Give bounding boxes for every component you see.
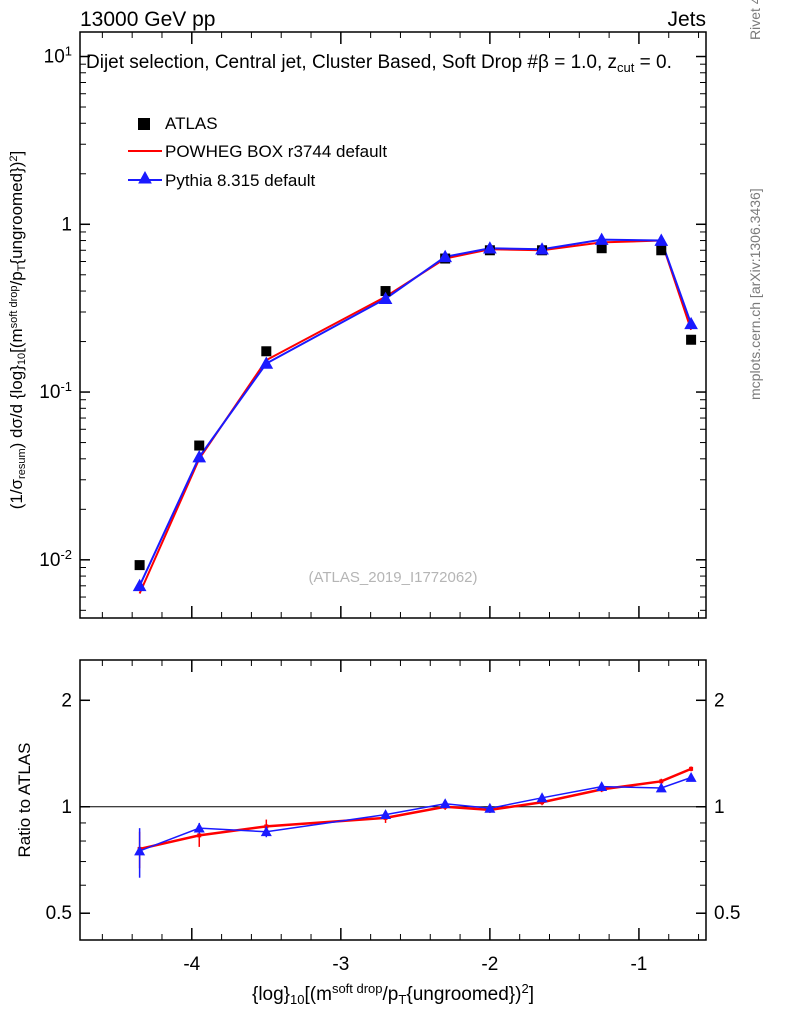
- legend-pythia-label: Pythia 8.315 default: [165, 171, 316, 190]
- pythia-ratio-point[interactable]: [440, 798, 451, 808]
- chart-title: Dijet selection, Central jet, Cluster Ba…: [86, 52, 672, 75]
- powheg-line-series: [140, 241, 691, 594]
- top-right-label: Jets: [667, 8, 706, 31]
- x-tick-label: -4: [183, 954, 200, 975]
- main-y-axis-label: (1/σresum) dσ/d {log}10[(msoft drop/pT{u…: [7, 151, 28, 510]
- pythia-ratio-point[interactable]: [686, 772, 697, 782]
- legend-pythia-marker: [139, 172, 151, 183]
- x-tick-label: -3: [332, 954, 349, 975]
- pythia-data-point[interactable]: [260, 357, 272, 368]
- legend-powheg-label: POWHEG BOX r3744 default: [165, 142, 387, 161]
- right-margin-top: Rivet 4.1.0, ≥ 1.7M events: [747, 0, 763, 40]
- x-tick-label: -2: [481, 954, 498, 975]
- x-tick-label: -1: [630, 954, 647, 975]
- chart-page: 13000 GeV pp Jets Dijet selection, Centr…: [0, 0, 786, 1024]
- atlas-data-point[interactable]: [194, 441, 204, 451]
- main-y-tick-label: 10-2: [39, 546, 72, 571]
- watermark-text: (ATLAS_2019_I1772062): [308, 569, 477, 586]
- main-y-tick-label: 1: [61, 214, 72, 235]
- x-axis-label: {log}10[(msoft drop/pT{ungroomed})2]: [252, 981, 534, 1007]
- main-y-tick-label: 101: [44, 43, 72, 68]
- pythia-ratio-point[interactable]: [194, 823, 205, 833]
- ratio-y-tick-label: 1: [61, 797, 72, 818]
- atlas-data-point[interactable]: [135, 560, 145, 570]
- atlas-data-point[interactable]: [656, 245, 666, 255]
- ratio-y-tick-label-right: 1: [714, 797, 725, 818]
- ratio-y-tick-label-right: 0.5: [714, 903, 740, 924]
- atlas-data-point[interactable]: [686, 335, 696, 345]
- right-margin-bottom: mcplots.cern.ch [arXiv:1306.3436]: [747, 188, 763, 400]
- ratio-y-tick-label: 0.5: [46, 903, 72, 924]
- ratio-y-tick-label: 2: [61, 690, 72, 711]
- ratio-plot-frame: [80, 660, 706, 940]
- powheg-ratio-point[interactable]: [689, 767, 693, 771]
- atlas-data-point[interactable]: [261, 346, 271, 356]
- top-left-label: 13000 GeV pp: [80, 8, 215, 31]
- legend-atlas-marker: [138, 118, 150, 130]
- powheg-ratio-point[interactable]: [197, 833, 201, 837]
- pythia-line-series: [140, 240, 691, 586]
- ratio-y-axis-label: Ratio to ATLAS: [15, 743, 34, 858]
- legend-atlas-label: ATLAS: [165, 114, 218, 133]
- main-y-tick-label: 10-1: [39, 379, 72, 404]
- legend-group: ATLAS POWHEG BOX r3744 default Pythia 8.…: [128, 114, 387, 190]
- ratio-y-tick-label-right: 2: [714, 690, 725, 711]
